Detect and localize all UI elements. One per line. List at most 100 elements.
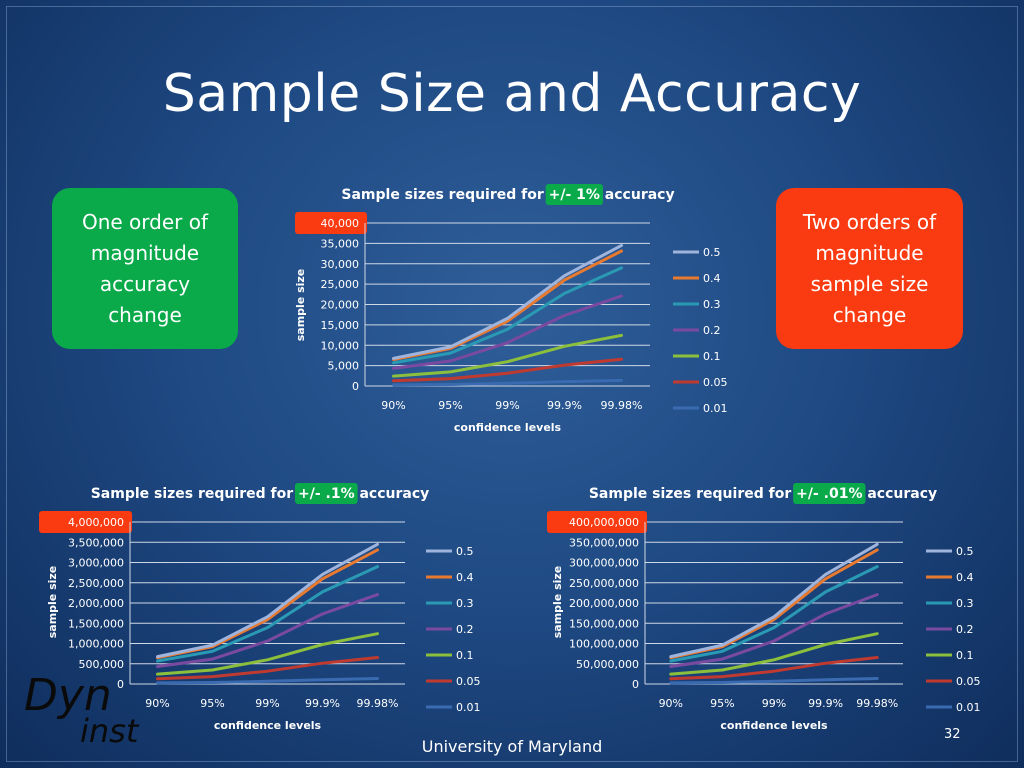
legend-label: 0.01 — [956, 701, 981, 714]
legend-label: 0.05 — [703, 376, 728, 389]
series-line-0p1 — [669, 632, 879, 676]
chart-title: Sample sizes required for +/- .01% accur… — [589, 486, 937, 502]
series-line-0p5 — [156, 542, 379, 659]
chart-title-highlight-bg — [793, 483, 866, 504]
y-axis-label: sample size — [46, 566, 59, 639]
legend-label: 0.05 — [456, 675, 481, 688]
series-line-0p5 — [669, 542, 879, 659]
y-tick-label: 10,000 — [321, 339, 360, 352]
y-axis-label: sample size — [551, 566, 564, 639]
y-tick-label: 2,500,000 — [68, 577, 124, 590]
y-tick-label: 15,000 — [321, 319, 360, 332]
legend-label: 0.3 — [703, 298, 721, 311]
max-tick-highlight — [547, 511, 647, 533]
y-tick-label: 4,000,000 — [68, 516, 124, 529]
y-tick-label: 100,000,000 — [569, 638, 639, 651]
callout-sample-size-change: Two orders of magnitude sample size chan… — [776, 188, 963, 349]
x-tick-label: 90% — [145, 697, 169, 710]
legend-label: 0.5 — [956, 545, 974, 558]
x-axis-label: confidence levels — [720, 719, 828, 732]
y-tick-label: 3,000,000 — [68, 557, 124, 570]
y-tick-label: 400,000,000 — [569, 516, 639, 529]
series-line-0p01 — [156, 677, 379, 685]
x-tick-label: 99.9% — [547, 399, 582, 412]
x-tick-label: 95% — [438, 399, 462, 412]
chart-svg: Sample sizes required for +/- .1% accura… — [39, 483, 481, 732]
legend-label: 0.1 — [956, 649, 974, 662]
y-tick-label: 50,000,000 — [576, 658, 639, 671]
x-tick-label: 99% — [762, 697, 786, 710]
y-tick-label: 0 — [117, 678, 124, 691]
series-line-0p01 — [392, 378, 623, 387]
max-tick-highlight — [39, 511, 132, 533]
series-line-0p2 — [392, 294, 623, 370]
x-axis-label: confidence levels — [214, 719, 322, 732]
series-line-0p2 — [156, 593, 379, 668]
logo-text-dyn: Dyn — [24, 672, 112, 721]
legend-label: 0.4 — [456, 571, 474, 584]
y-tick-label: 2,000,000 — [68, 597, 124, 610]
legend-label: 0.2 — [703, 324, 721, 337]
x-tick-label: 99% — [255, 697, 279, 710]
y-axis-label: sample size — [294, 269, 307, 342]
chart-title: Sample sizes required for +/- .1% accura… — [91, 486, 430, 502]
y-tick-label: 20,000 — [321, 299, 360, 312]
legend-label: 0.01 — [703, 402, 728, 415]
series-line-0p1 — [392, 333, 623, 378]
chart-point1-percent-accuracy: Sample sizes required for +/- .1% accura… — [39, 480, 481, 750]
x-tick-label: 99.9% — [808, 697, 843, 710]
y-tick-label: 25,000 — [321, 278, 360, 291]
legend-label: 0.2 — [456, 623, 474, 636]
y-tick-label: 40,000 — [321, 217, 360, 230]
series-line-0p3 — [392, 266, 623, 365]
footer-university: University of Maryland — [421, 737, 603, 756]
x-tick-label: 90% — [381, 399, 405, 412]
y-tick-label: 35,000 — [321, 237, 360, 250]
chart-svg: Sample sizes required for +/- 1% accurac… — [294, 184, 728, 434]
y-tick-label: 200,000,000 — [569, 597, 639, 610]
chart-title: Sample sizes required for +/- 1% accurac… — [341, 187, 674, 203]
y-tick-label: 5,000 — [328, 360, 360, 373]
x-tick-label: 99.9% — [305, 697, 340, 710]
chart-1-percent-accuracy: Sample sizes required for +/- 1% accurac… — [290, 180, 730, 440]
max-tick-highlight — [295, 212, 367, 234]
series-line-0p05 — [392, 357, 623, 383]
chart-point01-percent-accuracy: Sample sizes required for +/- .01% accur… — [547, 480, 988, 750]
legend-label: 0.3 — [956, 597, 974, 610]
legend-label: 0.3 — [456, 597, 474, 610]
y-tick-label: 0 — [632, 678, 639, 691]
y-tick-label: 300,000,000 — [569, 557, 639, 570]
y-tick-label: 350,000,000 — [569, 536, 639, 549]
series-line-0p3 — [156, 565, 379, 663]
y-tick-label: 1,000,000 — [68, 638, 124, 651]
x-tick-label: 99% — [495, 399, 519, 412]
series-line-0p5 — [392, 243, 623, 360]
x-tick-label: 95% — [200, 697, 224, 710]
series-line-0p01 — [669, 677, 879, 685]
page-number: 32 — [944, 727, 961, 742]
chart-title-highlight-bg — [545, 184, 603, 205]
legend-label: 0.4 — [956, 571, 974, 584]
y-tick-label: 0 — [352, 380, 359, 393]
y-tick-label: 1,500,000 — [68, 617, 124, 630]
chart-title-prefix: Sample sizes required for — [341, 187, 548, 203]
x-tick-label: 99.98% — [856, 697, 898, 710]
callout-accuracy-change: One order of magnitude accuracy change — [52, 188, 238, 349]
chart-title-prefix: Sample sizes required for — [589, 486, 796, 502]
chart-title-highlight: +/- 1% — [549, 187, 600, 203]
slide-title: Sample Size and Accuracy — [162, 64, 862, 124]
y-tick-label: 3,500,000 — [68, 536, 124, 549]
chart-title-highlight: +/- .1% — [298, 486, 355, 502]
x-tick-label: 95% — [710, 697, 734, 710]
legend-label: 0.01 — [456, 701, 481, 714]
legend-label: 0.2 — [956, 623, 974, 636]
series-line-0p2 — [669, 593, 879, 668]
series-line-0p1 — [156, 632, 379, 676]
chart-title-highlight: +/- .01% — [796, 486, 862, 502]
legend-label: 0.5 — [703, 246, 721, 259]
chart-title-prefix: Sample sizes required for — [91, 486, 298, 502]
y-tick-label: 150,000,000 — [569, 617, 639, 630]
callout-sample-size-text: Two orders of magnitude sample size chan… — [802, 209, 937, 327]
legend-label: 0.5 — [456, 545, 474, 558]
x-tick-label: 99.98% — [357, 697, 399, 710]
